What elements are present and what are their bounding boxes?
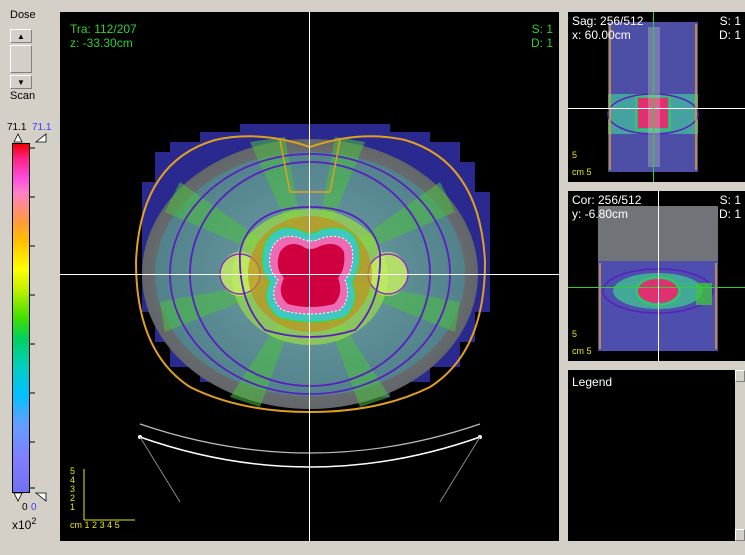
- legend-panel: Legend: [568, 370, 745, 541]
- cor-slice-label: Cor: 256/512: [572, 193, 642, 207]
- cor-scale-unit: cm 5: [572, 346, 592, 356]
- legend-scrollbar[interactable]: [735, 370, 745, 541]
- dose-title: Dose: [10, 9, 36, 21]
- slice-label: Tra: 112/207: [70, 22, 137, 36]
- sagittal-view[interactable]: Sag: 256/512 x: 60.00cm S: 1 D: 1 5 cm 5: [568, 12, 745, 182]
- s-label: S: 1: [531, 22, 553, 36]
- dose-unit: x102: [12, 516, 37, 532]
- arrow-down-icon: ▼: [17, 77, 25, 87]
- cor-coord-label: y: -6.80cm: [572, 207, 629, 221]
- scale-bar: [83, 469, 135, 521]
- triangle-marker-icon: [13, 492, 23, 502]
- scan-label: Scan: [10, 90, 36, 102]
- dose-min-left: 0: [22, 502, 28, 513]
- sag-crosshair-horizontal[interactable]: [568, 108, 745, 109]
- dose-colorbar-ticks: [30, 147, 35, 489]
- arrow-up-icon: ▲: [17, 31, 25, 41]
- legend-scroll-down-button[interactable]: [735, 529, 745, 541]
- crosshair-vertical[interactable]: [309, 12, 310, 541]
- scale-horizontal-labels: cm 1 2 3 4 5: [70, 520, 120, 530]
- cor-s-label: S: 1: [719, 193, 741, 207]
- sag-s-label: S: 1: [719, 14, 741, 28]
- dose-max-right: 71.1: [32, 122, 52, 133]
- cor-d-label: D: 1: [718, 207, 741, 221]
- sag-crosshair-vertical[interactable]: [653, 12, 654, 182]
- triangle-marker-icon: [34, 133, 47, 143]
- sag-scale-unit: cm 5: [572, 167, 592, 177]
- legend-title: Legend: [572, 375, 613, 389]
- triangle-marker-icon: [13, 133, 23, 143]
- legend-scroll-up-button[interactable]: [735, 370, 745, 382]
- dose-min-markers[interactable]: [12, 492, 48, 502]
- dose-min-right: 0: [31, 502, 37, 513]
- d-label: D: 1: [530, 36, 553, 50]
- dose-scan-slider-thumb[interactable]: [10, 45, 32, 73]
- z-label: z: -33.30cm: [70, 36, 133, 50]
- dose-up-button[interactable]: ▲: [10, 29, 32, 43]
- dose-colorbar[interactable]: [12, 143, 30, 493]
- dose-max-markers[interactable]: [12, 133, 48, 143]
- triangle-marker-icon: [34, 492, 47, 502]
- sag-slice-label: Sag: 256/512: [572, 14, 644, 28]
- dose-max-left: 71.1: [7, 122, 27, 133]
- sag-scale-number: 5: [572, 150, 578, 160]
- coronal-view[interactable]: Cor: 256/512 y: -6.80cm S: 1 D: 1 5 cm 5: [568, 191, 745, 361]
- dose-down-button[interactable]: ▼: [10, 75, 32, 89]
- cor-crosshair-horizontal[interactable]: [568, 287, 745, 288]
- sag-d-label: D: 1: [718, 28, 741, 42]
- cor-scale-number: 5: [572, 329, 578, 339]
- cor-crosshair-vertical[interactable]: [658, 191, 659, 361]
- sag-coord-label: x: 60.00cm: [572, 28, 631, 42]
